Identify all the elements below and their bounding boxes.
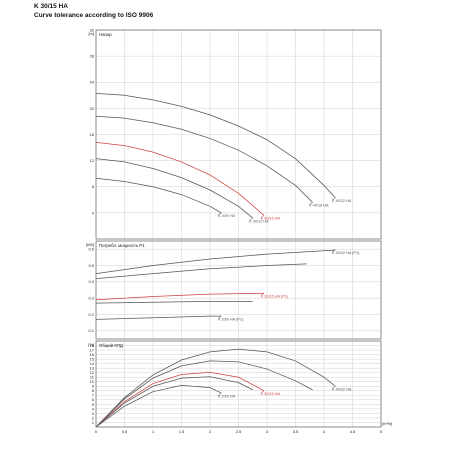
chart-title: K 30/15 HA bbox=[34, 3, 68, 10]
x-tick-label: 3 bbox=[266, 429, 269, 434]
x-tick-label: 1.5 bbox=[179, 429, 185, 434]
y-tick-label: 17 bbox=[90, 347, 95, 352]
y-tick-label: 3 bbox=[92, 411, 95, 416]
series-label: K 20/9 HA bbox=[218, 394, 236, 398]
series-label: K 40/18 HA bbox=[309, 204, 329, 208]
plot-frame bbox=[95, 240, 382, 340]
y-tick-label: 13 bbox=[90, 366, 95, 371]
y-tick-label: 8 bbox=[92, 388, 95, 393]
y-tick-label: 28 bbox=[90, 54, 95, 59]
y-tick-label: 0.1 bbox=[88, 328, 94, 333]
x-tick-label: 2 bbox=[209, 429, 212, 434]
series-line bbox=[95, 348, 336, 428]
series-line bbox=[95, 158, 253, 219]
series-label-leader bbox=[218, 212, 222, 216]
y-tick-label: 16 bbox=[90, 352, 95, 357]
series-label-leader bbox=[332, 197, 336, 201]
y-tick-label: 20 bbox=[90, 106, 95, 111]
series-label-leader bbox=[309, 202, 313, 205]
series-label: K 30/15 HA (P1) bbox=[261, 294, 289, 298]
series-line bbox=[95, 315, 222, 320]
y-tick-label: 0.6 bbox=[88, 247, 94, 252]
y-tick-label: 5 bbox=[92, 402, 95, 407]
y-tick-label: 32 bbox=[90, 27, 95, 32]
x-tick-label: 0.5 bbox=[122, 429, 128, 434]
chart-subtitle: Curve tolerance according to ISO 9906 bbox=[34, 12, 154, 19]
series-line bbox=[95, 249, 336, 275]
series-line bbox=[95, 292, 265, 301]
y-tick-label: 18 bbox=[90, 343, 95, 348]
y-tick-label: 4 bbox=[92, 406, 95, 411]
y-tick-label: 10 bbox=[90, 379, 95, 384]
y-axis-label: [m] bbox=[88, 31, 94, 36]
series-line bbox=[95, 371, 265, 428]
series-label: K 30/12 HA bbox=[249, 219, 269, 223]
y-tick-label: 9 bbox=[92, 384, 95, 389]
series-label-leader bbox=[218, 315, 222, 319]
head-panel: 4 8 12 16 20 24 28 32[m] Напор K 40/22 HAK 40/18 … bbox=[88, 27, 382, 240]
y-tick-label: 24 bbox=[90, 80, 95, 85]
panel-title: Потребл. мощность P1 bbox=[99, 243, 145, 248]
y-tick-label: 12 bbox=[90, 158, 95, 163]
y-tick-label: 0.5 bbox=[88, 263, 94, 268]
series-line bbox=[95, 92, 336, 199]
y-tick-label: 12 bbox=[90, 370, 95, 375]
series-label-leader bbox=[332, 386, 336, 389]
series-label-leader bbox=[218, 392, 222, 396]
series-label-leader bbox=[332, 249, 336, 253]
y-tick-label: 11 bbox=[90, 375, 95, 380]
series-line bbox=[95, 177, 222, 214]
x-tick-label: 3.5 bbox=[293, 429, 299, 434]
y-tick-label: 0.3 bbox=[88, 296, 94, 301]
y-tick-label: 1 bbox=[92, 420, 95, 425]
series-label: K 20/9 HA (P1) bbox=[218, 317, 244, 321]
y-tick-label: 4 bbox=[92, 210, 95, 215]
power-panel: 0.1 0.2 0.3 0.4 0.5 0.6[kW] Потребл. мощность … bbox=[86, 240, 382, 340]
x-tick-label: 4 bbox=[323, 429, 326, 434]
x-tick-label: 0 bbox=[95, 429, 98, 434]
y-tick-label: 0.2 bbox=[88, 312, 94, 317]
panel-title: Общий КПД bbox=[99, 343, 123, 348]
y-tick-label: 0.4 bbox=[88, 279, 94, 284]
series-line bbox=[95, 141, 265, 216]
series-line bbox=[95, 376, 253, 428]
x-tick-label: 5 bbox=[380, 429, 383, 434]
series-label-leader bbox=[261, 215, 265, 218]
series-label: K 40/22 HA (P1) bbox=[332, 251, 360, 255]
series-label-leader bbox=[261, 390, 265, 393]
y-tick-label: 8 bbox=[92, 184, 95, 189]
y-tick-label: 14 bbox=[90, 361, 95, 366]
y-tick-label: 16 bbox=[90, 132, 95, 137]
series-label-leader bbox=[249, 217, 253, 221]
y-tick-label: 15 bbox=[90, 357, 95, 362]
y-axis-label: [kW] bbox=[86, 242, 94, 247]
x-axis-label: [m³/h] bbox=[382, 421, 392, 426]
y-tick-label: 7 bbox=[92, 393, 95, 398]
y-axis-label: [%] bbox=[88, 342, 94, 347]
y-tick-label: 6 bbox=[92, 397, 95, 402]
y-tick-label: 2 bbox=[92, 415, 95, 420]
series-label: K 40/22 HA bbox=[332, 387, 352, 391]
series-line bbox=[95, 384, 222, 428]
series-label: K 30/15 HA bbox=[261, 217, 281, 221]
series-label: K 40/22 HA bbox=[332, 199, 352, 203]
series-line bbox=[95, 301, 253, 304]
plot-frame bbox=[95, 340, 382, 428]
series-line bbox=[95, 360, 313, 428]
panel-title: Напор bbox=[99, 32, 112, 37]
series-line bbox=[95, 263, 307, 279]
series-line bbox=[95, 115, 313, 203]
x-tick-label: 1 bbox=[152, 429, 155, 434]
plot-frame bbox=[95, 29, 382, 240]
series-label: K 20/9 HA bbox=[218, 214, 236, 218]
series-label: K 30/15 HA bbox=[261, 392, 281, 396]
x-tick-label: 2.5 bbox=[236, 429, 242, 434]
x-tick-label: 4.5 bbox=[350, 429, 356, 434]
series-label-leader bbox=[261, 293, 265, 296]
